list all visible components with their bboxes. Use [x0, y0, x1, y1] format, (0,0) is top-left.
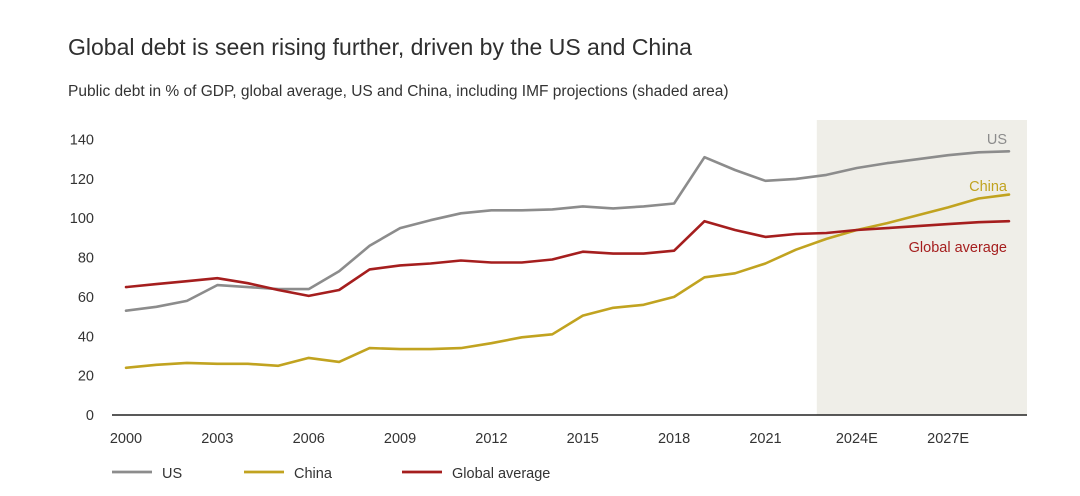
series-end-label-global-average: Global average — [909, 240, 1007, 256]
chart-subtitle: Public debt in % of GDP, global average,… — [68, 83, 729, 100]
x-tick-label-2015: 2015 — [567, 431, 599, 447]
x-tick-label-2012: 2012 — [475, 431, 507, 447]
legend: US China Global average — [112, 466, 550, 482]
series-end-labels: US China Global average — [909, 132, 1008, 256]
y-tick-label-20: 20 — [78, 369, 94, 385]
series-end-label-us: US — [987, 132, 1007, 148]
x-axis: 2000 2003 2006 2009 2012 2015 2018 2021 2024E 202… — [110, 414, 1027, 447]
series-end-label-china: China — [969, 179, 1008, 195]
x-tick-label-2006: 2006 — [293, 431, 325, 447]
y-tick-label-0: 0 — [86, 408, 94, 424]
legend-label-us: US — [162, 466, 182, 482]
chart-title: Global debt is seen rising further, driv… — [68, 34, 692, 60]
x-tick-label-2021: 2021 — [749, 431, 781, 447]
x-tick-label-2003: 2003 — [201, 431, 233, 447]
y-tick-label-140: 140 — [70, 133, 94, 149]
x-tick-label-2018: 2018 — [658, 431, 690, 447]
legend-label-global-average: Global average — [452, 466, 550, 482]
y-tick-label-40: 40 — [78, 329, 94, 345]
legend-label-china: China — [294, 466, 333, 482]
y-tick-label-60: 60 — [78, 290, 94, 306]
y-tick-label-80: 80 — [78, 251, 94, 267]
projection-shaded-area — [816, 120, 1027, 415]
y-tick-label-120: 120 — [70, 172, 94, 188]
y-axis: 0 20 40 60 80 100 120 140 — [70, 133, 94, 425]
x-tick-label-2024e: 2024E — [836, 431, 878, 447]
x-tick-label-2027e: 2027E — [927, 431, 969, 447]
series-lines — [124, 150, 1011, 370]
x-tick-label-2009: 2009 — [384, 431, 416, 447]
x-tick-label-2000: 2000 — [110, 431, 142, 447]
series-line-global-average — [124, 219, 1011, 298]
y-tick-label-100: 100 — [70, 211, 94, 227]
